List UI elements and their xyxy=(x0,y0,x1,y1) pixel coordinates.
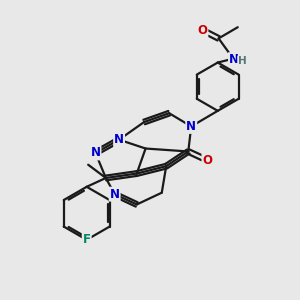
Text: F: F xyxy=(83,233,91,246)
Text: N: N xyxy=(114,133,124,146)
Text: N: N xyxy=(186,120,196,133)
Text: H: H xyxy=(238,56,247,66)
Text: N: N xyxy=(110,188,120,201)
Text: O: O xyxy=(197,24,207,37)
Text: N: N xyxy=(229,53,239,66)
Text: N: N xyxy=(91,146,100,159)
Text: O: O xyxy=(202,154,212,167)
